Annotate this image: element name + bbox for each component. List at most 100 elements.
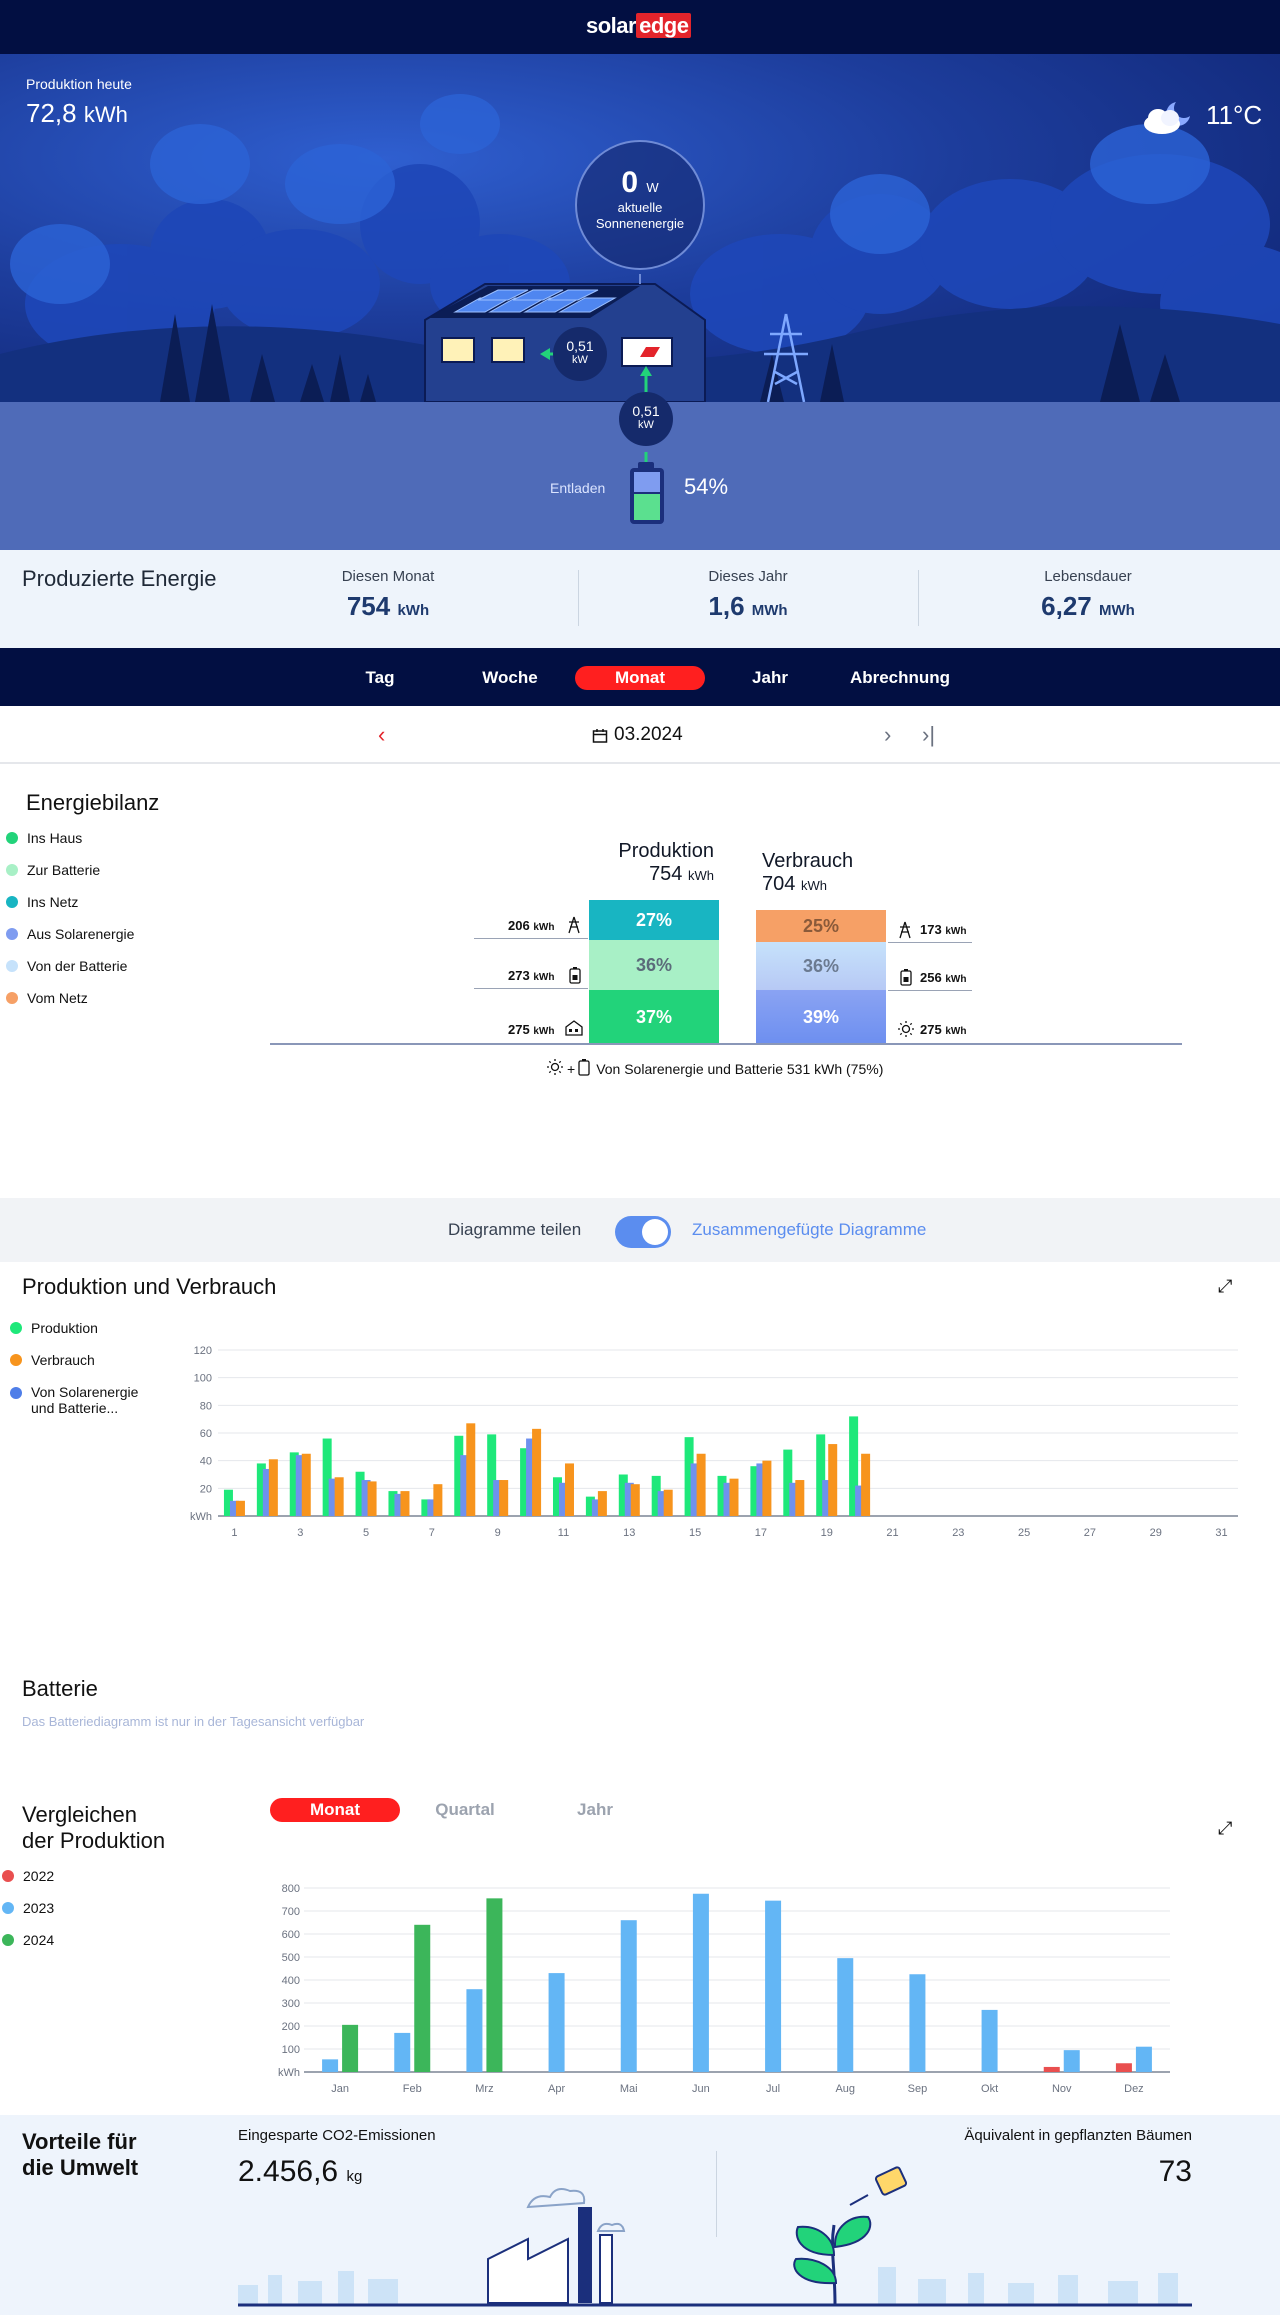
x-tick-label: 21 bbox=[886, 1527, 898, 1539]
legend-dot bbox=[6, 896, 18, 908]
bar bbox=[388, 1491, 398, 1516]
split-charts-label[interactable]: Diagramme teilen bbox=[448, 1220, 582, 1239]
bar bbox=[262, 1468, 272, 1516]
compare-tab-quarter[interactable]: Quartal bbox=[435, 1800, 495, 1819]
solaredge-logo[interactable]: solar edge bbox=[586, 13, 692, 39]
bar bbox=[750, 1466, 760, 1516]
environment-panel: Vorteile für die Umwelt Eingesparte CO2-E… bbox=[0, 2115, 1280, 2315]
bar bbox=[394, 2032, 411, 2072]
chart-mode-toggle[interactable] bbox=[615, 1216, 671, 1248]
merged-charts-label[interactable]: Zusammengefügte Diagramme bbox=[692, 1220, 927, 1239]
flow-from-battery-bubble: 0,51 kW bbox=[619, 392, 673, 446]
bar bbox=[837, 1958, 854, 2072]
bar bbox=[729, 1478, 739, 1516]
x-tick-label: 7 bbox=[429, 1527, 435, 1539]
legend-item: Verbrauch bbox=[10, 1344, 138, 1376]
bar bbox=[585, 1496, 595, 1516]
x-tick-label: Jun bbox=[692, 2083, 710, 2095]
current-solar-power[interactable]: 0 W aktuelle Sonnenenergie bbox=[575, 140, 705, 270]
bar bbox=[486, 1898, 503, 2072]
x-tick-label: Mrz bbox=[475, 2083, 493, 2095]
x-tick-label: Nov bbox=[1052, 2083, 1072, 2095]
flow-to-house-bubble: 0,51 kW bbox=[553, 327, 607, 381]
x-tick-label: 31 bbox=[1215, 1527, 1227, 1539]
self-consumption-summary: + Von Solarenergie und Batterie 531 kWh … bbox=[546, 1058, 883, 1079]
bar bbox=[394, 1493, 404, 1516]
expand-icon[interactable]: ⤢ bbox=[1218, 1818, 1233, 1838]
bar bbox=[499, 1480, 509, 1516]
divider bbox=[578, 570, 579, 626]
production-grid-segment: 27% bbox=[589, 900, 719, 940]
bar bbox=[816, 1434, 826, 1516]
bar bbox=[223, 1489, 233, 1516]
top-bar: solar edge bbox=[0, 0, 1280, 54]
y-tick-label: 100 bbox=[194, 1373, 212, 1385]
x-tick-label: 11 bbox=[558, 1527, 569, 1539]
legend-item: Ins Haus bbox=[6, 822, 134, 854]
y-tick-label: 500 bbox=[282, 1952, 300, 1964]
production-today-label: Produktion heute bbox=[26, 76, 132, 92]
expand-icon[interactable]: ⤢ bbox=[1218, 1276, 1233, 1296]
y-tick-label: 600 bbox=[282, 1929, 300, 1941]
compare-tab-year[interactable]: Jahr bbox=[577, 1800, 613, 1819]
chevron-left-icon[interactable]: ‹ bbox=[378, 722, 386, 747]
compare-production-chart: 100 200 300 400 500 600 700 800 kWh Jan Feb Mrz Apr M… bbox=[278, 1883, 1170, 2095]
bar bbox=[229, 1500, 239, 1516]
x-tick-label: Okt bbox=[981, 2083, 998, 2095]
divider bbox=[474, 938, 588, 939]
x-tick-label: 9 bbox=[495, 1527, 501, 1539]
bar bbox=[651, 1475, 661, 1516]
legend-item: 2023 bbox=[2, 1892, 54, 1924]
x-tick-label: 15 bbox=[689, 1527, 701, 1539]
x-tick-label: Sep bbox=[908, 2083, 928, 2095]
legend-dot bbox=[6, 960, 18, 972]
battery-note: Das Batteriediagramm ist nur in der Tage… bbox=[22, 1714, 365, 1729]
consumption-grid-segment: 25% bbox=[756, 910, 886, 942]
bar bbox=[684, 1437, 694, 1516]
x-tick-label: 23 bbox=[952, 1527, 964, 1539]
compare-tab-month[interactable]: Monat bbox=[270, 1798, 400, 1822]
bar bbox=[620, 1920, 637, 2072]
x-tick-label: Aug bbox=[835, 2083, 855, 2095]
tab-month[interactable]: Monat bbox=[575, 666, 705, 690]
bar bbox=[289, 1452, 299, 1516]
x-tick-label: 3 bbox=[297, 1527, 303, 1539]
bar bbox=[328, 1478, 338, 1516]
tab-day[interactable]: Tag bbox=[365, 668, 395, 687]
bar bbox=[1115, 2063, 1132, 2072]
divider bbox=[474, 988, 588, 989]
x-tick-label: 5 bbox=[363, 1527, 369, 1539]
bar bbox=[696, 1453, 706, 1516]
bar bbox=[295, 1455, 305, 1516]
bar bbox=[548, 1973, 565, 2072]
y-tick-label: 200 bbox=[282, 2021, 300, 2033]
x-tick-label: 19 bbox=[821, 1527, 833, 1539]
divider bbox=[888, 990, 972, 991]
bar bbox=[322, 2059, 339, 2072]
y-tick-label: 60 bbox=[200, 1428, 212, 1440]
selected-date[interactable]: 03.2024 bbox=[614, 724, 683, 745]
production-today-value: 72,8 kWh bbox=[26, 98, 128, 128]
legend-item: Produktion bbox=[10, 1312, 138, 1344]
x-tick-label: 13 bbox=[623, 1527, 635, 1539]
bar bbox=[334, 1477, 344, 1516]
bar bbox=[414, 1924, 431, 2072]
skip-to-last-icon[interactable]: ›| bbox=[922, 722, 936, 747]
consumption-grid-value: 173 kWh bbox=[920, 922, 967, 937]
chevron-right-icon[interactable]: › bbox=[884, 722, 892, 747]
bar bbox=[552, 1477, 562, 1516]
bar bbox=[558, 1482, 568, 1516]
y-tick-label: 80 bbox=[200, 1400, 212, 1412]
bar bbox=[692, 1893, 709, 2072]
bar bbox=[235, 1500, 245, 1516]
bar bbox=[849, 1416, 859, 1516]
tab-week[interactable]: Woche bbox=[482, 668, 538, 687]
calendar-icon[interactable] bbox=[592, 728, 608, 749]
tab-billing[interactable]: Abrechnung bbox=[849, 668, 951, 687]
tab-year[interactable]: Jahr bbox=[752, 668, 788, 687]
consumption-header: Verbrauch 704 kWh bbox=[762, 850, 854, 895]
bar bbox=[1043, 2066, 1060, 2072]
bar bbox=[657, 1491, 667, 1516]
sun-icon bbox=[897, 1020, 915, 1043]
